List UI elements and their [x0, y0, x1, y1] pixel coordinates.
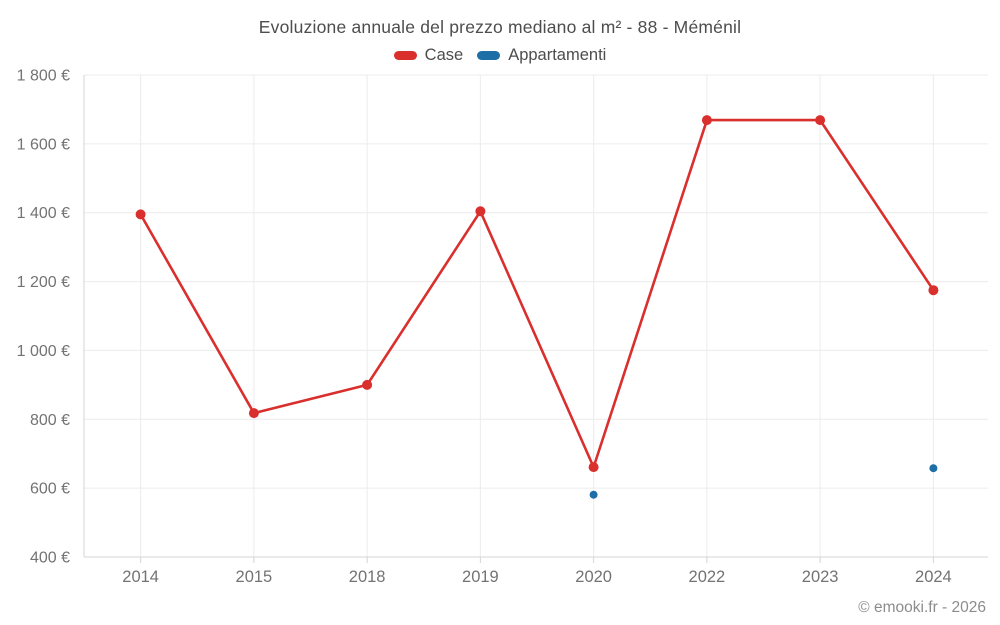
x-axis-tick-label: 2023	[802, 568, 839, 586]
series-appartamenti	[589, 464, 938, 499]
x-axis-tick-label: 2015	[236, 568, 273, 586]
y-axis-tick-label: 1 800 €	[17, 68, 70, 85]
x-axis-tick-label: 2018	[349, 568, 386, 586]
y-axis-tick-label: 1 400 €	[17, 205, 70, 222]
data-point-case-2015[interactable]	[248, 408, 259, 419]
data-point-appartamenti-2024[interactable]	[929, 464, 938, 473]
series-case	[135, 115, 939, 473]
data-point-case-2020[interactable]	[588, 462, 599, 473]
legend-item-case[interactable]: Case	[393, 46, 464, 65]
x-axis-tick-label: 2014	[122, 568, 159, 586]
y-axis-tick-label: 800 €	[30, 412, 70, 429]
legend-item-appartamenti[interactable]: Appartamenti	[477, 46, 606, 65]
legend-label-case: Case	[424, 46, 464, 64]
data-point-appartamenti-2020[interactable]	[589, 490, 598, 499]
legend: Case Appartamenti	[0, 46, 1000, 65]
data-point-case-2018[interactable]	[362, 379, 373, 390]
y-axis-tick-label: 1 200 €	[17, 274, 70, 291]
data-point-case-2023[interactable]	[815, 115, 826, 126]
copyright-text: © emooki.fr - 2026	[858, 599, 986, 616]
y-axis-tick-label: 1 600 €	[17, 136, 70, 153]
data-point-case-2024[interactable]	[928, 285, 939, 296]
legend-swatch-case-icon	[393, 51, 417, 60]
y-axis-tick-label: 1 000 €	[17, 343, 70, 360]
x-axis-tick-label: 2020	[575, 568, 612, 586]
legend-label-appartamenti: Appartamenti	[508, 46, 607, 64]
x-axis-tick-label: 2019	[462, 568, 499, 586]
data-point-case-2019[interactable]	[475, 206, 486, 217]
series-line	[139, 118, 935, 469]
y-axis-tick-label: 400 €	[30, 550, 70, 567]
data-point-case-2022[interactable]	[701, 115, 712, 126]
x-axis-tick-label: 2022	[689, 568, 726, 586]
x-axis-tick-label: 2024	[915, 568, 952, 586]
data-point-case-2014[interactable]	[135, 209, 146, 220]
legend-swatch-appartamenti-icon	[477, 51, 501, 60]
chart-title: Evoluzione annuale del prezzo mediano al…	[258, 17, 742, 37]
gridlines	[84, 74, 988, 563]
y-axis-tick-label: 600 €	[30, 481, 70, 498]
